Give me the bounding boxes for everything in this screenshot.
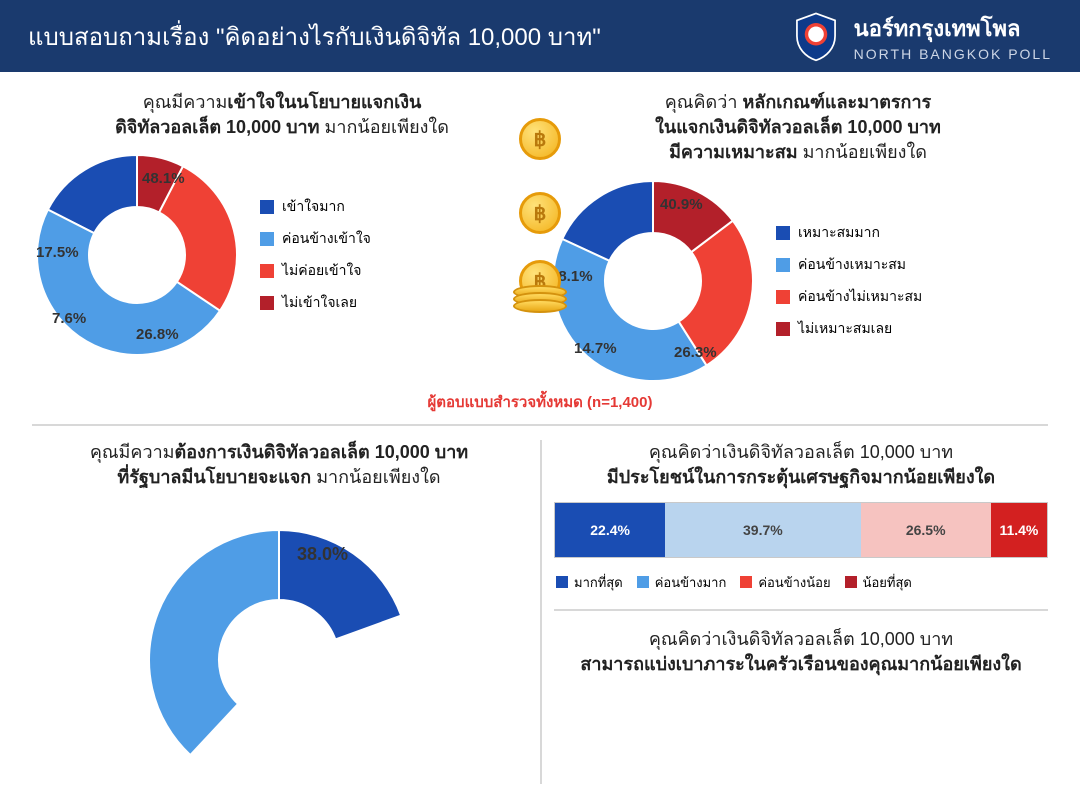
legend-item: ไม่เหมาะสมเลย (776, 318, 922, 340)
divider (32, 424, 1048, 426)
legend-item: ค่อนข้างมาก (637, 572, 727, 593)
slice-label: 17.5% (36, 244, 79, 261)
legend-item: ไม่เข้าใจเลย (260, 292, 371, 314)
brand-en: NORTH BANGKOK POLL (854, 46, 1052, 62)
legend-item: ค่อนข้างเข้าใจ (260, 228, 371, 250)
q4-stacked-bar: 22.4%39.7%26.5%11.4% (554, 502, 1048, 558)
coin-icon: ฿ (519, 192, 561, 234)
legend-item: ค่อนข้างเหมาะสม (776, 254, 922, 276)
coin-icons: ฿ ฿ ฿ (513, 118, 567, 313)
q1-panel: คุณมีความเข้าใจในนโยบายแจกเงิน ดิจิทัลวอ… (32, 90, 532, 386)
q2-legend: เหมาะสมมากค่อนข้างเหมาะสมค่อนข้างไม่เหมา… (764, 214, 934, 348)
legend-item: ค่อนข้างไม่เหมาะสม (776, 286, 922, 308)
brand-block: นอร์ทกรุงเทพโพล NORTH BANGKOK POLL (790, 10, 1052, 62)
slice-label: 26.3% (674, 344, 717, 361)
brand-thai: นอร์ทกรุงเทพโพล (854, 11, 1052, 46)
q3-donut: 38.0% (139, 504, 419, 784)
q2-panel: คุณคิดว่า หลักเกณฑ์และมาตรการ ในแจกเงินด… (548, 90, 1048, 386)
bar-segment: 11.4% (991, 503, 1047, 557)
slice-label: 7.6% (52, 310, 86, 327)
slice-label: 14.7% (574, 340, 617, 357)
bar-segment: 39.7% (665, 503, 860, 557)
q3-label: 38.0% (297, 544, 348, 565)
page-title: แบบสอบถามเรื่อง "คิดอย่างไรกับเงินดิจิทั… (28, 17, 601, 56)
slice-label: 40.9% (660, 196, 703, 213)
coin-stack-icon: ฿ (513, 260, 567, 313)
coin-icon: ฿ (519, 118, 561, 160)
header: แบบสอบถามเรื่อง "คิดอย่างไรกับเงินดิจิทั… (0, 0, 1080, 72)
q1-donut: 17.5% 48.1% 26.8% 7.6% (32, 150, 242, 360)
legend-item: เหมาะสมมาก (776, 222, 922, 244)
bar-segment: 26.5% (861, 503, 991, 557)
q4-legend: มากที่สุด ค่อนข้างมาก ค่อนข้างน้อย น้อยที่ส… (554, 566, 1048, 593)
legend-item: ไม่ค่อยเข้าใจ (260, 260, 371, 282)
legend-item: น้อยที่สุด (845, 572, 912, 593)
q1-title: คุณมีความเข้าใจในนโยบายแจกเงิน ดิจิทัลวอ… (32, 90, 532, 150)
q3-panel: คุณมีความต้องการเงินดิจิทัลวอลเล็ต 10,00… (32, 440, 526, 784)
legend-item: มากที่สุด (556, 572, 623, 593)
logo-icon (790, 10, 842, 62)
q2-title: คุณคิดว่า หลักเกณฑ์และมาตรการ ในแจกเงินด… (548, 90, 1048, 176)
sample-size: ผู้ตอบแบบสำรวจทั้งหมด (n=1,400) (32, 390, 1048, 414)
q5-title: คุณคิดว่าเงินดิจิทัลวอลเล็ต 10,000 บาทสา… (554, 627, 1048, 677)
slice-label: 48.1% (142, 170, 185, 187)
q3-title: คุณมีความต้องการเงินดิจิทัลวอลเล็ต 10,00… (82, 440, 476, 500)
q4-q5-panel: คุณคิดว่าเงินดิจิทัลวอลเล็ต 10,000 บาทมี… (554, 440, 1048, 784)
vertical-divider (540, 440, 542, 784)
bar-segment: 22.4% (555, 503, 665, 557)
slice-label: 26.8% (136, 326, 179, 343)
legend-item: เข้าใจมาก (260, 196, 371, 218)
q2-donut: 18.1%40.9%26.3%14.7% (548, 176, 758, 386)
q1-legend: เข้าใจมากค่อนข้างเข้าใจไม่ค่อยเข้าใจไม่เ… (248, 188, 383, 322)
q4-title: คุณคิดว่าเงินดิจิทัลวอลเล็ต 10,000 บาทมี… (554, 440, 1048, 494)
legend-item: ค่อนข้างน้อย (740, 572, 830, 593)
